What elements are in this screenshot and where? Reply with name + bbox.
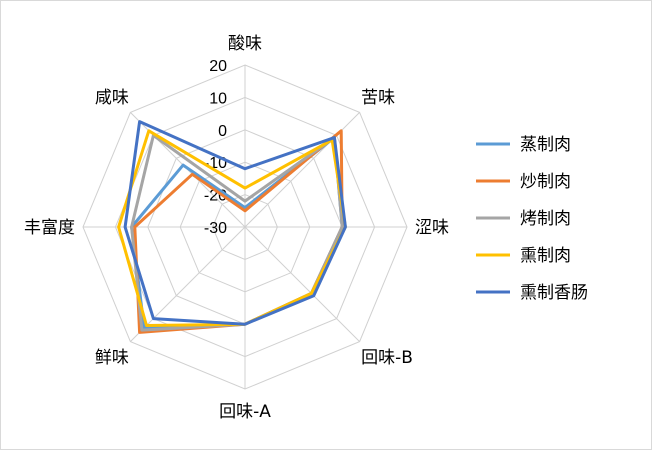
- legend-label: 烤制肉: [520, 209, 571, 229]
- axis-label: 苦味: [361, 88, 395, 108]
- grid-spoke: [130, 226, 246, 342]
- legend-label: 炒制肉: [520, 172, 571, 192]
- axis-label: 回味-B: [361, 348, 413, 368]
- radar-series: [117, 120, 347, 334]
- legend-label: 熏制香肠: [520, 283, 588, 303]
- tick-label: 20: [209, 58, 227, 75]
- series-line-5: [123, 120, 347, 326]
- axis-label: 丰富度: [24, 218, 75, 238]
- axis-label: 涩味: [415, 218, 449, 238]
- axis-label: 鲜味: [95, 348, 129, 368]
- legend-label: 蒸制肉: [520, 135, 571, 155]
- tick-label: 0: [218, 123, 227, 140]
- axis-label: 咸味: [95, 88, 129, 108]
- tick-label: 10: [209, 90, 227, 107]
- axis-label: 回味-A: [219, 402, 271, 422]
- tick-label: -30: [204, 220, 227, 237]
- grid-spoke: [244, 226, 360, 342]
- legend-label: 熏制肉: [520, 246, 571, 266]
- axis-label: 酸味: [228, 34, 262, 54]
